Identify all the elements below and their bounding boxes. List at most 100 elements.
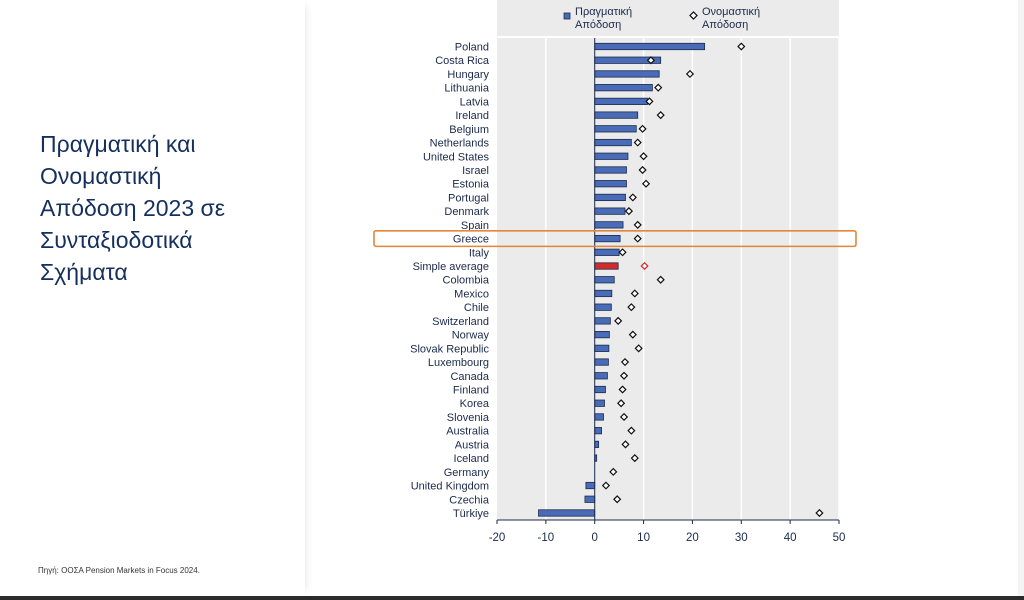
bar-real	[594, 97, 648, 105]
category-label: Poland	[455, 42, 489, 54]
bar-real	[594, 289, 613, 298]
source-note: Πηγή: ΟΟΣΑ Pension Markets in Focus 2024…	[38, 566, 200, 575]
category-label: Colombia	[443, 275, 490, 287]
category-label: Türkiye	[453, 508, 489, 520]
diamond-nominal	[618, 385, 627, 394]
category-label: United Kingdom	[411, 481, 489, 493]
bar-real	[594, 303, 612, 311]
diamond-nominal	[618, 248, 627, 257]
diamond-nominal	[616, 399, 626, 408]
left-panel: Πραγματική και Ονομαστική Απόδοση 2023 σ…	[0, 0, 305, 596]
category-label: Iceland	[454, 453, 489, 465]
diamond-nominal	[638, 165, 647, 175]
bar-real	[594, 166, 627, 174]
category-label: Slovenia	[447, 412, 490, 424]
bar-real	[594, 152, 629, 160]
diamond-nominal	[815, 508, 824, 518]
bar-real	[594, 372, 608, 380]
diamond-nominal	[630, 453, 639, 463]
bar-real	[584, 495, 596, 503]
x-tick-label: 0	[592, 532, 598, 544]
category-label: United States	[423, 151, 490, 163]
category-label: Luxembourg	[428, 357, 489, 369]
diamond-nominal	[620, 357, 630, 367]
bar-real	[594, 276, 615, 284]
diamond-nominal	[633, 234, 642, 243]
bar-real	[585, 481, 596, 490]
category-label: Chile	[464, 302, 489, 314]
x-tick-label: 50	[833, 532, 846, 544]
bar-real	[594, 84, 653, 92]
category-label: Denmark	[444, 206, 489, 218]
category-label: Australia	[446, 426, 490, 438]
diamond-nominal	[628, 330, 637, 339]
category-label: Norway	[452, 330, 490, 342]
bar-real	[594, 440, 600, 448]
bar-real	[594, 193, 626, 202]
diamond-nominal	[619, 412, 629, 422]
x-tick-label: -10	[538, 532, 555, 544]
bar-real	[594, 221, 624, 229]
diamond-nominal	[638, 124, 647, 133]
category-label: Finland	[453, 385, 489, 397]
bar-real	[594, 427, 602, 435]
legend-nominal-label: Απόδοση	[702, 19, 748, 31]
diamond-nominal	[619, 371, 629, 380]
bar-real	[594, 317, 611, 325]
x-tick-label: 30	[735, 532, 748, 544]
diamond-nominal	[639, 152, 648, 161]
diamond-nominal	[685, 69, 695, 79]
category-label: Czechia	[449, 494, 490, 506]
bottom-bar	[0, 596, 1024, 600]
category-label: Israel	[462, 165, 489, 177]
category-label: Italy	[469, 247, 490, 259]
diamond-nominal	[628, 193, 637, 202]
category-label: Korea	[460, 398, 490, 410]
bar-real	[594, 125, 637, 133]
legend-nominal-label: Ονομαστική	[702, 6, 760, 18]
slide-title: Πραγματική και Ονομαστική Απόδοση 2023 σ…	[40, 131, 225, 285]
diamond-nominal	[634, 344, 643, 353]
bar-real	[594, 180, 627, 188]
diamond-nominal	[646, 56, 656, 65]
legend-nominal-marker	[689, 11, 698, 20]
bar-real	[594, 331, 610, 339]
bar-real	[594, 385, 606, 394]
category-label: Switzerland	[432, 316, 489, 328]
x-tick-label: 10	[637, 532, 650, 544]
diamond-nominal	[627, 303, 636, 312]
bar-real	[594, 234, 621, 243]
diamond-nominal	[633, 138, 642, 147]
diamond-nominal	[630, 289, 639, 298]
highlight-box-greece	[373, 229, 857, 248]
category-label: Lithuania	[444, 83, 490, 95]
bar-real	[594, 207, 626, 215]
legend-real-marker	[563, 12, 571, 20]
bar-real	[594, 262, 619, 270]
category-label: Belgium	[449, 124, 489, 136]
bar-real	[594, 138, 632, 147]
bar-real	[594, 111, 639, 119]
bar-real	[594, 413, 604, 421]
diamond-nominal	[633, 220, 642, 229]
diamond-nominal	[640, 261, 649, 271]
category-label: Portugal	[448, 192, 489, 204]
bar-real	[594, 399, 605, 407]
category-label: Latvia	[460, 96, 490, 108]
diamond-nominal	[609, 467, 618, 476]
legend-background	[497, 0, 839, 36]
category-label: Austria	[455, 439, 490, 451]
category-label: Simple average	[413, 261, 489, 273]
bar-real	[538, 509, 596, 517]
diamond-nominal	[641, 179, 651, 188]
diamond-nominal	[737, 42, 746, 51]
bar-real	[594, 42, 706, 51]
category-label: Costa Rica	[435, 55, 490, 67]
x-tick-label: 40	[784, 532, 797, 544]
diamond-nominal	[656, 110, 665, 120]
diamond-nominal	[654, 83, 663, 92]
diamond-nominal	[645, 97, 654, 106]
legend-real-label: Απόδοση	[575, 19, 621, 31]
category-label: Canada	[450, 371, 489, 383]
category-label: Ireland	[455, 110, 489, 122]
